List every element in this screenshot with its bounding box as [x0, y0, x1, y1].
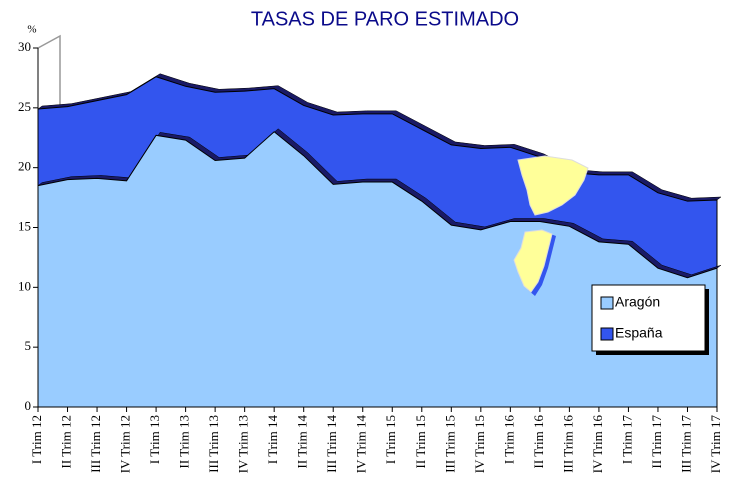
- map-decoration: [513, 155, 589, 296]
- x-tick-label: II Trim 12: [59, 415, 74, 468]
- x-tick-label: III Trim 17: [678, 415, 693, 473]
- x-tick-label: II Trim 16: [531, 415, 546, 469]
- x-tick-label: I Trim 15: [383, 415, 398, 464]
- x-tick-label: I Trim 17: [619, 415, 634, 465]
- x-tick-label: I Trim 16: [501, 415, 516, 465]
- x-tick-label: I Trim 14: [265, 415, 280, 465]
- chart-title: TASAS DE PARO ESTIMADO: [251, 8, 519, 30]
- x-tick-label: III Trim 13: [206, 415, 221, 473]
- x-tick-label: I Trim 13: [147, 415, 162, 464]
- x-tick-label: I Trim 12: [29, 415, 44, 464]
- x-tick-label: IV Trim 12: [118, 415, 133, 473]
- legend-swatch: [600, 327, 614, 341]
- x-tick-label: II Trim 15: [413, 415, 428, 468]
- legend-label: España: [615, 325, 663, 341]
- x-tick-label: IV Trim 16: [590, 415, 605, 474]
- x-tick-label: IV Trim 14: [354, 415, 369, 474]
- x-tick-label: III Trim 15: [442, 415, 457, 473]
- y-tick-label: 0: [25, 398, 32, 413]
- x-tick-label: II Trim 13: [177, 415, 192, 468]
- legend-label: Aragón: [615, 294, 660, 310]
- x-tick-label: IV Trim 13: [236, 415, 251, 473]
- y-tick-label: 10: [18, 278, 31, 293]
- y-tick-label: 20: [18, 159, 31, 174]
- y-tick-label: 15: [18, 218, 31, 233]
- y-axis-label: %: [27, 24, 36, 36]
- x-tick-label: III Trim 14: [324, 415, 339, 473]
- x-tick-label: III Trim 16: [560, 415, 575, 473]
- y-tick-label: 5: [25, 338, 32, 353]
- area: [37, 131, 718, 408]
- y-tick-label: 25: [18, 99, 31, 114]
- plot-area: [37, 73, 722, 408]
- legend-swatch: [600, 296, 614, 310]
- x-tick-label: II Trim 17: [649, 415, 664, 469]
- legend: Aragón España: [591, 284, 709, 355]
- x-tick-label: III Trim 12: [88, 415, 103, 473]
- x-tick-label: II Trim 14: [295, 415, 310, 469]
- y-tick-label: 30: [18, 39, 31, 54]
- x-tick-label: IV Trim 15: [472, 415, 487, 473]
- x-tick-label: IV Trim 17: [708, 415, 723, 474]
